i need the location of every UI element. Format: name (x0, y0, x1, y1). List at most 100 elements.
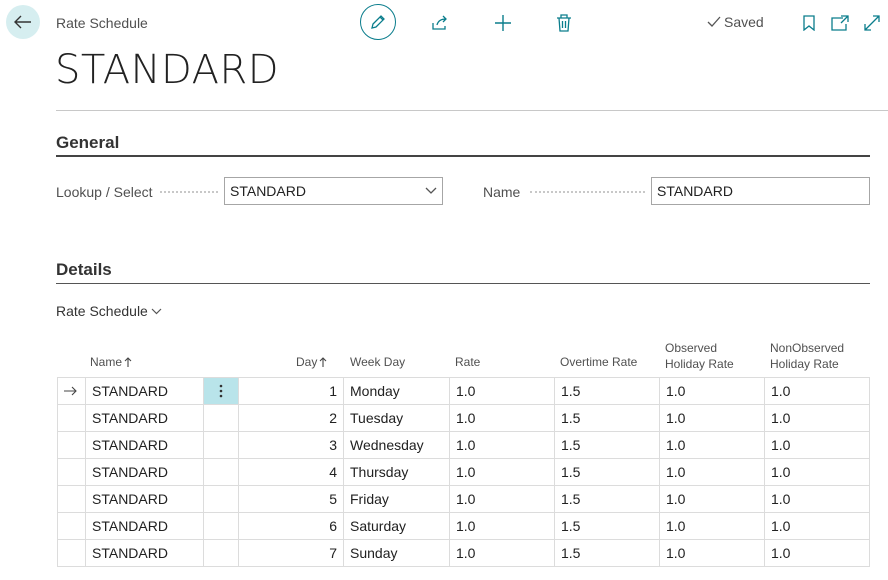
row-arrow-icon (64, 386, 79, 396)
saved-status: Saved (707, 14, 764, 30)
general-divider (56, 155, 870, 157)
table-row[interactable]: STANDARD 6 Saturday 1.0 1.5 1.0 1.0 (57, 512, 870, 540)
week-day-cell[interactable]: Friday (343, 485, 450, 513)
row-indicator-cell[interactable] (57, 512, 86, 540)
rate-cell[interactable]: 1.0 (449, 539, 555, 567)
lookup-select-dropdown[interactable]: STANDARD (224, 177, 443, 205)
row-indicator-cell[interactable] (57, 458, 86, 486)
rate-cell[interactable]: 1.0 (449, 512, 555, 540)
week-day-cell[interactable]: Wednesday (343, 431, 450, 459)
table-row[interactable]: STANDARD 7 Sunday 1.0 1.5 1.0 1.0 (57, 539, 870, 567)
observed-holiday-rate-cell[interactable]: 1.0 (659, 431, 765, 459)
day-cell[interactable]: 1 (238, 377, 344, 405)
rate-schedule-table: STANDARD 1 Monday 1.0 1.5 1.0 1.0 STANDARD 2 Tues… (57, 377, 870, 567)
name-field[interactable]: STANDARD (651, 177, 870, 205)
week-day-cell[interactable]: Sunday (343, 539, 450, 567)
table-row[interactable]: STANDARD 1 Monday 1.0 1.5 1.0 1.0 (57, 377, 870, 405)
name-value: STANDARD (657, 183, 733, 199)
name-cell[interactable]: STANDARD (85, 404, 204, 432)
row-indicator-cell[interactable] (57, 377, 86, 405)
rate-cell[interactable]: 1.0 (449, 458, 555, 486)
name-cell[interactable]: STANDARD (85, 512, 204, 540)
table-row[interactable]: STANDARD 5 Friday 1.0 1.5 1.0 1.0 (57, 485, 870, 513)
rate-cell[interactable]: 1.0 (449, 377, 555, 405)
observed-holiday-rate-cell[interactable]: 1.0 (659, 377, 765, 405)
day-cell[interactable]: 5 (238, 485, 344, 513)
row-indicator-cell[interactable] (57, 485, 86, 513)
rate-schedule-menu[interactable]: Rate Schedule (56, 303, 162, 319)
row-menu-cell[interactable] (203, 458, 239, 486)
table-row[interactable]: STANDARD 2 Tuesday 1.0 1.5 1.0 1.0 (57, 404, 870, 432)
day-cell[interactable]: 2 (238, 404, 344, 432)
trash-icon (556, 14, 572, 32)
nonobserved-holiday-rate-cell[interactable]: 1.0 (764, 512, 870, 540)
checkmark-icon (707, 16, 721, 28)
new-button[interactable] (492, 12, 514, 34)
observed-holiday-rate-cell[interactable]: 1.0 (659, 458, 765, 486)
nonobserved-holiday-rate-cell[interactable]: 1.0 (764, 404, 870, 432)
back-arrow-icon (14, 15, 32, 29)
day-cell[interactable]: 6 (238, 512, 344, 540)
lookup-select-value: STANDARD (230, 183, 306, 199)
column-header-rate[interactable]: Rate (455, 355, 481, 369)
table-row[interactable]: STANDARD 4 Thursday 1.0 1.5 1.0 1.0 (57, 458, 870, 486)
week-day-cell[interactable]: Thursday (343, 458, 450, 486)
nonobserved-holiday-rate-cell[interactable]: 1.0 (764, 539, 870, 567)
overtime-rate-cell[interactable]: 1.5 (554, 377, 660, 405)
row-menu-cell[interactable] (203, 431, 239, 459)
name-cell[interactable]: STANDARD (85, 458, 204, 486)
column-header-name[interactable]: Name (90, 354, 132, 370)
observed-holiday-rate-cell[interactable]: 1.0 (659, 404, 765, 432)
overtime-rate-cell[interactable]: 1.5 (554, 458, 660, 486)
column-header-observed-holiday-rate[interactable]: Observed Holiday Rate (665, 340, 734, 372)
name-cell[interactable]: STANDARD (85, 431, 204, 459)
overtime-rate-cell[interactable]: 1.5 (554, 485, 660, 513)
edit-button[interactable] (360, 4, 396, 40)
rate-cell[interactable]: 1.0 (449, 485, 555, 513)
row-menu-cell[interactable] (203, 485, 239, 513)
row-menu-cell[interactable] (203, 512, 239, 540)
row-menu-cell[interactable] (203, 377, 239, 405)
day-cell[interactable]: 7 (238, 539, 344, 567)
row-indicator-cell[interactable] (57, 404, 86, 432)
open-new-window-button[interactable] (829, 12, 851, 34)
column-header-nonobserved-holiday-rate[interactable]: NonObserved Holiday Rate (770, 340, 844, 372)
nonobserved-holiday-rate-cell[interactable]: 1.0 (764, 458, 870, 486)
breadcrumb[interactable]: Rate Schedule (56, 15, 148, 31)
row-menu-cell[interactable] (203, 404, 239, 432)
table-row[interactable]: STANDARD 3 Wednesday 1.0 1.5 1.0 1.0 (57, 431, 870, 459)
general-heading[interactable]: General (56, 133, 120, 152)
share-button[interactable] (429, 12, 451, 34)
row-indicator-cell[interactable] (57, 431, 86, 459)
details-heading[interactable]: Details (56, 260, 112, 279)
expand-button[interactable] (861, 12, 883, 34)
overtime-rate-cell[interactable]: 1.5 (554, 512, 660, 540)
day-cell[interactable]: 3 (238, 431, 344, 459)
day-cell[interactable]: 4 (238, 458, 344, 486)
column-header-overtime-rate[interactable]: Overtime Rate (560, 355, 638, 369)
overtime-rate-cell[interactable]: 1.5 (554, 404, 660, 432)
observed-holiday-rate-cell[interactable]: 1.0 (659, 512, 765, 540)
name-cell[interactable]: STANDARD (85, 377, 204, 405)
delete-button[interactable] (553, 12, 575, 34)
bookmark-button[interactable] (798, 12, 820, 34)
name-cell[interactable]: STANDARD (85, 485, 204, 513)
nonobserved-holiday-rate-cell[interactable]: 1.0 (764, 431, 870, 459)
week-day-cell[interactable]: Monday (343, 377, 450, 405)
nonobserved-holiday-rate-cell[interactable]: 1.0 (764, 377, 870, 405)
name-cell[interactable]: STANDARD (85, 539, 204, 567)
column-header-day[interactable]: Day (296, 354, 327, 370)
observed-holiday-rate-cell[interactable]: 1.0 (659, 539, 765, 567)
row-menu-cell[interactable] (203, 539, 239, 567)
week-day-cell[interactable]: Saturday (343, 512, 450, 540)
back-button[interactable] (6, 5, 40, 39)
rate-cell[interactable]: 1.0 (449, 431, 555, 459)
observed-holiday-rate-cell[interactable]: 1.0 (659, 485, 765, 513)
row-indicator-cell[interactable] (57, 539, 86, 567)
column-header-week-day[interactable]: Week Day (350, 355, 406, 369)
overtime-rate-cell[interactable]: 1.5 (554, 431, 660, 459)
week-day-cell[interactable]: Tuesday (343, 404, 450, 432)
rate-cell[interactable]: 1.0 (449, 404, 555, 432)
nonobserved-holiday-rate-cell[interactable]: 1.0 (764, 485, 870, 513)
overtime-rate-cell[interactable]: 1.5 (554, 539, 660, 567)
